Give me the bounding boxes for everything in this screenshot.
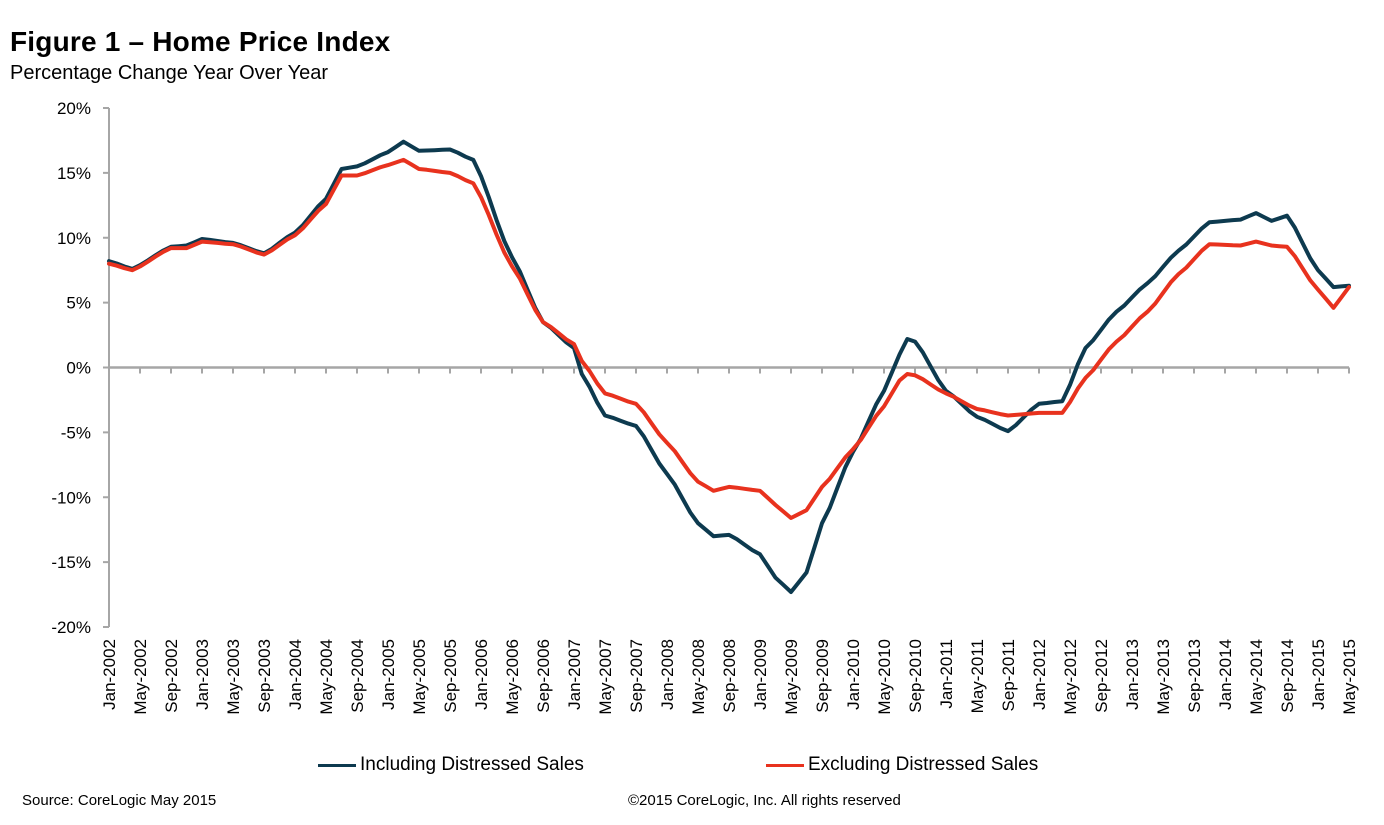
x-tick-label: Sep-2005 <box>441 639 460 713</box>
x-tick-label: Jan-2007 <box>565 639 584 710</box>
y-tick-label: -20% <box>51 618 91 637</box>
x-tick-label: Jan-2003 <box>193 639 212 710</box>
y-axis: 20% 15% 10% 5% 0% -5% -10% -15% -20% <box>51 99 110 637</box>
x-tick-label: Jan-2005 <box>379 639 398 710</box>
chart-subtitle: Percentage Change Year Over Year <box>10 62 329 84</box>
x-tick-label: Jan-2010 <box>844 639 863 710</box>
x-axis: Jan-2002 May-2002 Sep-2002 Jan-2003 May-2003… <box>100 366 1359 715</box>
x-tick-label: May-2012 <box>1061 639 1080 715</box>
y-tick-label: 20% <box>57 99 91 118</box>
x-tick-label: Jan-2009 <box>751 639 770 710</box>
legend-label-excluding: Excluding Distressed Sales <box>808 754 1039 775</box>
legend-item-including: Including Distressed Sales <box>318 754 584 776</box>
copyright-note: ©2015 CoreLogic, Inc. All rights reserve… <box>628 792 901 809</box>
series-line-including-distressed <box>107 139 1351 594</box>
y-tick-label: 0% <box>66 359 91 378</box>
x-tick-label: May-2007 <box>596 639 615 715</box>
y-tick-label: -15% <box>51 553 91 572</box>
legend-label-including: Including Distressed Sales <box>360 754 584 775</box>
y-tick-label: -10% <box>51 488 91 507</box>
x-tick-label: May-2014 <box>1247 639 1266 715</box>
x-tick-label: Sep-2003 <box>255 639 274 713</box>
x-tick-label: Jan-2004 <box>286 639 305 710</box>
x-tick-label: Sep-2007 <box>627 639 646 713</box>
legend-swatch-including <box>318 763 356 767</box>
x-tick-label: May-2013 <box>1154 639 1173 715</box>
x-tick-label: Jan-2008 <box>658 639 677 710</box>
x-tick-label: May-2005 <box>410 639 429 715</box>
x-tick-label: Sep-2002 <box>162 639 181 713</box>
y-tick-label: 5% <box>66 294 91 313</box>
x-tick-label: Jan-2015 <box>1309 639 1328 710</box>
x-tick-label: Sep-2004 <box>348 639 367 713</box>
chart-title: Figure 1 – Home Price Index <box>10 26 391 57</box>
series-line-excluding-distressed <box>107 157 1351 520</box>
x-tick-label: Jan-2013 <box>1123 639 1142 710</box>
x-tick-label: May-2002 <box>131 639 150 715</box>
x-tick-label: Jan-2014 <box>1216 639 1235 710</box>
x-tick-label: May-2011 <box>968 639 987 713</box>
x-tick-label: Jan-2011 <box>937 639 956 709</box>
x-tick-label: Sep-2008 <box>720 639 739 713</box>
y-tick-label: -5% <box>61 423 91 442</box>
legend-swatch-excluding <box>766 763 804 767</box>
x-tick-label: Sep-2013 <box>1185 639 1204 713</box>
x-tick-label: Sep-2009 <box>813 639 832 713</box>
x-tick-label: Sep-2012 <box>1092 639 1111 713</box>
x-tick-label: May-2009 <box>782 639 801 715</box>
x-tick-label: Jan-2002 <box>100 639 119 710</box>
y-tick-label: 10% <box>57 229 91 248</box>
source-note: Source: CoreLogic May 2015 <box>22 792 217 809</box>
x-tick-label: Sep-2011 <box>999 639 1018 711</box>
x-tick-label: May-2006 <box>503 639 522 715</box>
x-tick-label: May-2004 <box>317 639 336 715</box>
legend-item-excluding: Excluding Distressed Sales <box>766 754 1038 776</box>
x-tick-label: Jan-2006 <box>472 639 491 710</box>
x-tick-label: Sep-2014 <box>1278 639 1297 713</box>
series-group <box>107 139 1351 594</box>
x-tick-label: May-2003 <box>224 639 243 715</box>
x-tick-label: Jan-2012 <box>1030 639 1049 710</box>
x-tick-label: May-2015 <box>1340 639 1359 715</box>
x-tick-label: May-2008 <box>689 639 708 715</box>
x-tick-label: Sep-2010 <box>906 639 925 713</box>
y-tick-label: 15% <box>57 164 91 183</box>
x-tick-label: May-2010 <box>875 639 894 715</box>
x-tick-label: Sep-2006 <box>534 639 553 713</box>
